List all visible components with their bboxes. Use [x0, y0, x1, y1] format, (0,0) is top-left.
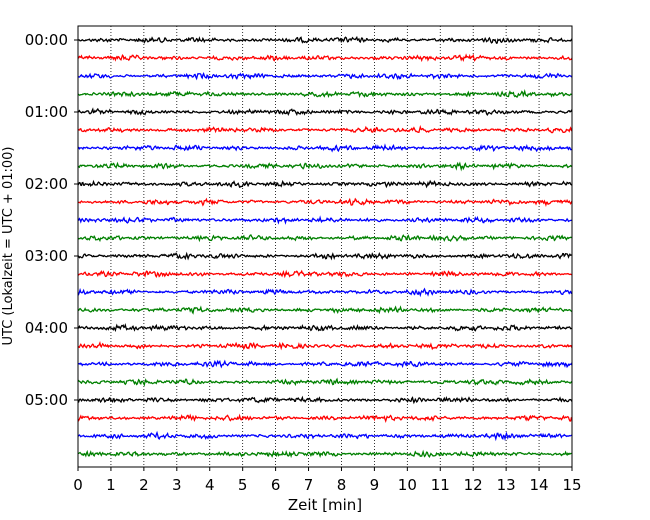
x-axis-ticks: 0 1 2 3 4 5 6 7 8 9 10 11 12 13 14 15: [73, 467, 582, 494]
trace-row-1: [77, 53, 573, 63]
x-tick-label-0: 0: [73, 476, 83, 494]
trace-row-19: [77, 377, 573, 387]
x-tick-label-13: 13: [497, 476, 516, 494]
trace-row-5: [77, 124, 573, 134]
trace-row-4: [77, 107, 573, 117]
trace-row-17: [77, 340, 573, 351]
x-tick-label-4: 4: [205, 476, 215, 494]
trace-row-20: [77, 395, 573, 405]
trace-row-6: [78, 143, 573, 153]
y-tick-label-3: 03:00: [25, 247, 68, 265]
trace-row-10: [77, 215, 573, 225]
trace-row-11: [77, 234, 573, 243]
y-tick-label-1: 01:00: [25, 103, 68, 121]
trace-row-18: [77, 359, 573, 369]
x-tick-label-10: 10: [398, 476, 417, 494]
seismogram-traces: [77, 35, 573, 459]
plot-frame: [77, 25, 573, 468]
trace-row-12: [77, 251, 572, 261]
trace-row-9: [77, 197, 573, 207]
x-tick-label-12: 12: [464, 476, 483, 494]
x-tick-label-3: 3: [172, 476, 182, 494]
trace-row-23: [77, 449, 573, 459]
x-tick-label-8: 8: [337, 476, 347, 494]
trace-row-0: [77, 35, 573, 44]
x-tick-label-11: 11: [431, 476, 450, 494]
trace-row-15: [77, 305, 573, 315]
y-axis-label: UTC (Lokalzeit = UTC + 01:00): [1, 147, 16, 346]
x-tick-label-9: 9: [370, 476, 380, 494]
x-tick-label-14: 14: [530, 476, 549, 494]
trace-row-16: [77, 323, 573, 333]
x-tick-label-1: 1: [106, 476, 116, 494]
y-tick-label-0: 00:00: [25, 31, 68, 49]
y-tick-label-5: 05:00: [25, 391, 68, 409]
trace-row-13: [77, 269, 573, 279]
trace-row-22: [77, 430, 573, 442]
y-tick-label-4: 04:00: [25, 319, 68, 337]
y-axis-ticks: 00:00 01:00 02:00 03:00 04:00 05:00: [25, 31, 78, 409]
trace-row-7: [77, 161, 573, 172]
x-tick-label-2: 2: [139, 476, 149, 494]
x-axis-label: Zeit [min]: [288, 496, 362, 514]
y-tick-label-2: 02:00: [25, 175, 68, 193]
x-tick-label-15: 15: [562, 476, 581, 494]
trace-row-21: [77, 413, 573, 424]
trace-row-2: [77, 71, 573, 81]
trace-row-14: [77, 287, 573, 298]
x-tick-label-5: 5: [238, 476, 248, 494]
x-tick-label-7: 7: [304, 476, 314, 494]
trace-row-8: [77, 179, 573, 189]
x-tick-label-6: 6: [271, 476, 281, 494]
trace-row-3: [77, 89, 573, 98]
